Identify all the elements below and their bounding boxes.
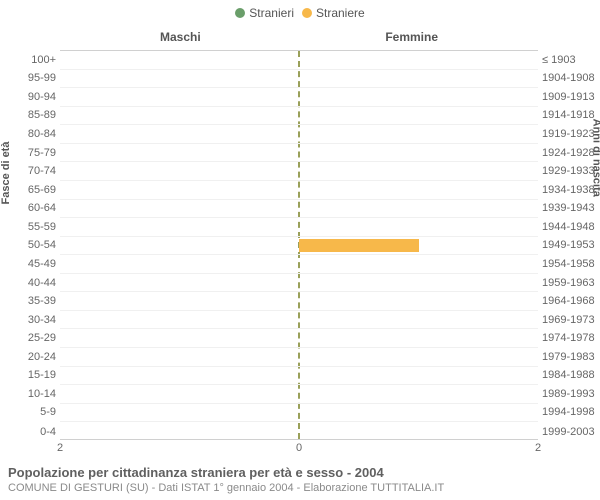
age-label: 10-14	[8, 388, 56, 400]
year-label: 1964-1968	[542, 295, 598, 307]
pyramid-row: 70-741929-1933	[60, 162, 538, 181]
age-label: 95-99	[8, 72, 56, 84]
pyramid-row: 85-891914-1918	[60, 107, 538, 126]
year-label: 1994-1998	[542, 406, 598, 418]
pyramid-row: 90-941909-1913	[60, 88, 538, 107]
legend-item-female: Straniere	[302, 6, 365, 20]
year-label: 1984-1988	[542, 369, 598, 381]
age-label: 35-39	[8, 295, 56, 307]
pyramid-row: 35-391964-1968	[60, 292, 538, 311]
year-label: 1944-1948	[542, 221, 598, 233]
age-label: 30-34	[8, 314, 56, 326]
year-label: 1954-1958	[542, 258, 598, 270]
pyramid-row: 10-141989-1993	[60, 385, 538, 404]
age-label: 40-44	[8, 277, 56, 289]
year-label: 1919-1923	[542, 128, 598, 140]
age-label: 100+	[8, 54, 56, 66]
year-label: 1969-1973	[542, 314, 598, 326]
age-label: 0-4	[8, 426, 56, 438]
age-label: 90-94	[8, 91, 56, 103]
year-label: ≤ 1903	[542, 54, 598, 66]
pyramid-row: 25-291974-1978	[60, 329, 538, 348]
age-label: 45-49	[8, 258, 56, 270]
year-label: 1904-1908	[542, 72, 598, 84]
year-label: 1959-1963	[542, 277, 598, 289]
pyramid-row: 75-791924-1928	[60, 144, 538, 163]
pyramid-row: 95-991904-1908	[60, 70, 538, 89]
age-label: 20-24	[8, 351, 56, 363]
legend-label-male: Stranieri	[249, 6, 294, 20]
year-label: 1939-1943	[542, 202, 598, 214]
pyramid-row: 15-191984-1988	[60, 367, 538, 386]
chart-subtitle: COMUNE DI GESTURI (SU) - Dati ISTAT 1° g…	[8, 482, 592, 494]
pyramid-row: 65-691934-1938	[60, 181, 538, 200]
age-label: 65-69	[8, 184, 56, 196]
year-label: 1949-1953	[542, 239, 598, 251]
header-maschi: Maschi	[160, 30, 201, 44]
age-label: 50-54	[8, 239, 56, 251]
pyramid-row: 60-641939-1943	[60, 200, 538, 219]
age-label: 15-19	[8, 369, 56, 381]
x-tick: 2	[57, 442, 63, 454]
year-label: 1999-2003	[542, 426, 598, 438]
year-label: 1934-1938	[542, 184, 598, 196]
pyramid-row: 55-591944-1948	[60, 218, 538, 237]
legend-dot-male	[235, 8, 245, 18]
year-label: 1909-1913	[542, 91, 598, 103]
pyramid-row: 5-91994-1998	[60, 404, 538, 423]
pyramid-row: 40-441959-1963	[60, 274, 538, 293]
year-label: 1974-1978	[542, 332, 598, 344]
pyramid-row: 80-841919-1923	[60, 125, 538, 144]
x-tick: 2	[535, 442, 541, 454]
age-label: 25-29	[8, 332, 56, 344]
header-femmine: Femmine	[385, 30, 438, 44]
plot-area: 100+≤ 190395-991904-190890-941909-191385…	[60, 50, 538, 440]
year-label: 1989-1993	[542, 388, 598, 400]
year-label: 1929-1933	[542, 165, 598, 177]
legend: Stranieri Straniere	[0, 0, 600, 20]
chart-title: Popolazione per cittadinanza straniera p…	[8, 465, 592, 480]
age-label: 75-79	[8, 147, 56, 159]
x-tick: 0	[296, 442, 302, 454]
age-label: 70-74	[8, 165, 56, 177]
age-label: 85-89	[8, 109, 56, 121]
pyramid-row: 50-541949-1953	[60, 237, 538, 256]
footer: Popolazione per cittadinanza straniera p…	[8, 465, 592, 494]
pyramid-row: 30-341969-1973	[60, 311, 538, 330]
pyramid-row: 45-491954-1958	[60, 255, 538, 274]
pyramid-row: 0-41999-2003	[60, 422, 538, 441]
bar-female	[299, 239, 419, 253]
age-label: 5-9	[8, 406, 56, 418]
pyramid-row: 100+≤ 1903	[60, 51, 538, 70]
age-label: 60-64	[8, 202, 56, 214]
year-label: 1924-1928	[542, 147, 598, 159]
legend-label-female: Straniere	[316, 6, 365, 20]
legend-item-male: Stranieri	[235, 6, 294, 20]
x-axis: 2 0 2	[60, 442, 538, 458]
pyramid-row: 20-241979-1983	[60, 348, 538, 367]
age-label: 55-59	[8, 221, 56, 233]
chart: Maschi Femmine 100+≤ 190395-991904-19089…	[60, 30, 538, 440]
year-label: 1979-1983	[542, 351, 598, 363]
legend-dot-female	[302, 8, 312, 18]
age-label: 80-84	[8, 128, 56, 140]
year-label: 1914-1918	[542, 109, 598, 121]
